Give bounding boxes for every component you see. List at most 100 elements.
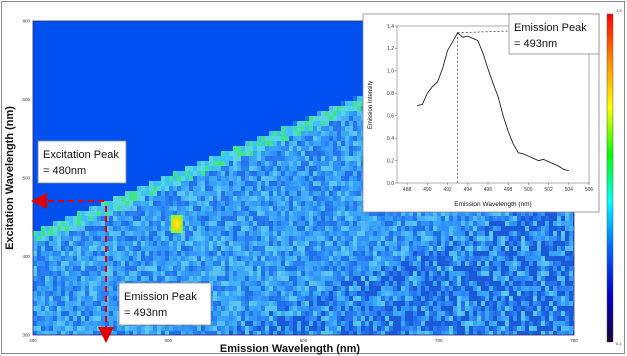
heatmap-cell — [341, 191, 346, 197]
heatmap-cell — [241, 181, 246, 187]
heatmap-cell — [417, 281, 422, 287]
heatmap-cell — [357, 331, 362, 335]
heatmap-cell — [425, 236, 430, 242]
heatmap-cell — [241, 271, 246, 277]
heatmap-cell — [461, 231, 466, 237]
heatmap-cell — [329, 311, 334, 317]
heatmap-cell — [237, 176, 242, 182]
heatmap-cell — [105, 201, 110, 207]
heatmap-cell — [329, 156, 334, 162]
heatmap-cell — [253, 301, 258, 307]
heatmap-cell — [505, 221, 510, 227]
heatmap-cell — [329, 306, 334, 312]
heatmap-cell — [273, 156, 278, 162]
heatmap-cell — [229, 241, 234, 247]
heatmap-cell — [153, 251, 158, 257]
heatmap-cell — [225, 166, 230, 172]
heatmap-cell — [33, 331, 38, 335]
heatmap-cell — [285, 166, 290, 172]
heatmap-cell — [393, 221, 398, 227]
heatmap-cell — [181, 276, 186, 282]
heatmap-cell — [73, 321, 78, 327]
heatmap-cell — [169, 271, 174, 277]
heatmap-cell — [237, 236, 242, 242]
heatmap-cell — [357, 191, 362, 197]
heatmap-cell — [389, 301, 394, 307]
heatmap-cell — [257, 326, 262, 332]
heatmap-cell — [269, 321, 274, 327]
heatmap-cell — [121, 246, 126, 252]
heatmap-cell — [417, 246, 422, 252]
heatmap-cell — [265, 216, 270, 222]
heatmap-cell — [329, 141, 334, 147]
heatmap-cell — [333, 111, 338, 117]
heatmap-cell — [405, 296, 410, 302]
heatmap-cell — [297, 321, 302, 327]
heatmap-cell — [421, 271, 426, 277]
heatmap-cell — [225, 231, 230, 237]
heatmap-cell — [137, 236, 142, 242]
heatmap-cell — [309, 166, 314, 172]
heatmap-cell — [441, 256, 446, 262]
heatmap-cell — [485, 261, 490, 267]
heatmap-cell — [145, 251, 150, 257]
heatmap-cell — [189, 191, 194, 197]
heatmap-cell — [409, 256, 414, 262]
heatmap-cell — [333, 281, 338, 287]
heatmap-cell — [177, 211, 182, 217]
heatmap-cell — [85, 251, 90, 257]
heatmap-cell — [509, 306, 514, 312]
heatmap-cell — [217, 236, 222, 242]
heatmap-cell — [373, 281, 378, 287]
heatmap-cell — [293, 241, 298, 247]
heatmap-cell — [85, 281, 90, 287]
heatmap-cell — [393, 231, 398, 237]
heatmap-cell — [245, 141, 250, 147]
heatmap-cell — [285, 141, 290, 147]
heatmap-cell — [281, 256, 286, 262]
heatmap-cell — [261, 211, 266, 217]
heatmap-cell — [341, 236, 346, 242]
heatmap-cell — [189, 276, 194, 282]
heatmap-cell — [265, 301, 270, 307]
heatmap-cell — [69, 276, 74, 282]
heatmap-cell — [229, 236, 234, 242]
heatmap-cell — [189, 166, 194, 172]
heatmap-cell — [81, 291, 86, 297]
heatmap-cell — [245, 201, 250, 207]
heatmap-cell — [273, 136, 278, 142]
heatmap-cell — [373, 311, 378, 317]
heatmap-cell — [297, 146, 302, 152]
heatmap-cell — [177, 186, 182, 192]
heatmap-cell — [85, 276, 90, 282]
heatmap-cell — [509, 216, 514, 222]
heatmap-cell — [85, 311, 90, 317]
heatmap-cell — [261, 251, 266, 257]
heatmap-cell — [65, 306, 70, 312]
heatmap-cell — [293, 206, 298, 212]
heatmap-cell — [81, 261, 86, 267]
heatmap-cell — [205, 181, 210, 187]
heatmap-cell — [381, 256, 386, 262]
heatmap-cell — [273, 291, 278, 297]
heatmap-cell — [181, 221, 186, 227]
heatmap-cell — [337, 211, 342, 217]
heatmap-cell — [149, 271, 154, 277]
heatmap-cell — [329, 121, 334, 127]
heatmap-cell — [377, 256, 382, 262]
heatmap-cell — [337, 271, 342, 277]
heatmap-cell — [285, 266, 290, 272]
heatmap-cell — [345, 201, 350, 207]
heatmap-cell — [301, 256, 306, 262]
heatmap-cell — [385, 226, 390, 232]
heatmap-cell — [477, 256, 482, 262]
heatmap-cell — [481, 291, 486, 297]
heatmap-cell — [349, 131, 354, 137]
heatmap-cell — [377, 291, 382, 297]
heatmap-cell — [293, 136, 298, 142]
heatmap-cell — [345, 136, 350, 142]
heatmap-cell — [81, 286, 86, 292]
heatmap-cell — [357, 271, 362, 277]
heatmap-cell — [473, 321, 478, 327]
heatmap-cell — [193, 326, 198, 332]
